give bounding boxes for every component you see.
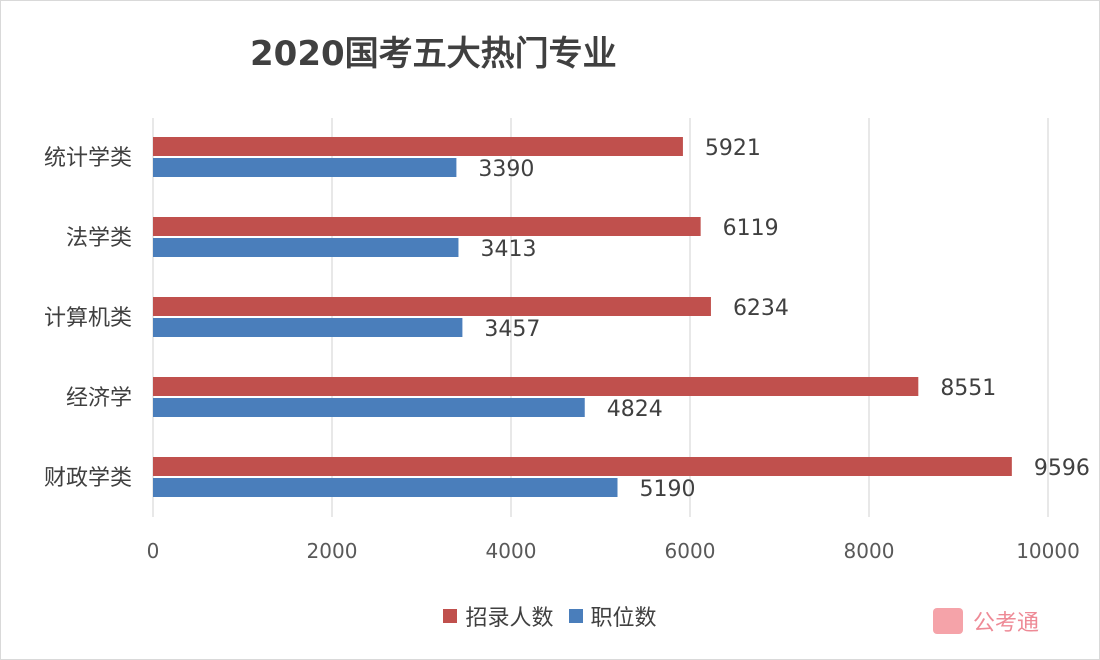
legend-label: 职位数 — [590, 606, 657, 631]
legend: 招录人数 职位数 — [0, 600, 1100, 632]
data-label: 4824 — [607, 397, 663, 422]
data-label: 3413 — [480, 237, 536, 262]
bar-positions — [153, 398, 585, 417]
data-label: 5921 — [705, 136, 761, 161]
bar-recruits — [153, 377, 919, 396]
x-tick-label: 6000 — [665, 539, 716, 563]
legend-swatch — [568, 609, 583, 623]
category-label: 法学类 — [66, 226, 132, 251]
legend-item-positions: 职位数 — [568, 600, 657, 632]
data-label: 6119 — [723, 216, 779, 241]
bar-recruits — [153, 457, 1012, 476]
data-label: 5190 — [640, 477, 696, 502]
bar-recruits — [153, 297, 711, 316]
category-label: 财政学类 — [44, 466, 132, 491]
category-label: 统计学类 — [44, 146, 132, 171]
x-tick-label: 4000 — [486, 539, 537, 563]
data-label: 9596 — [1034, 456, 1090, 481]
bar-recruits — [153, 217, 701, 236]
legend-swatch — [443, 609, 458, 623]
x-tick-label: 10000 — [1016, 539, 1080, 563]
watermark-text: 公考通 — [973, 611, 1040, 636]
category-label: 经济学 — [66, 386, 132, 411]
bar-positions — [153, 318, 463, 337]
legend-label: 招录人数 — [465, 606, 554, 631]
legend-item-recruits: 招录人数 — [443, 600, 554, 632]
x-tick-label: 8000 — [844, 539, 895, 563]
bar-recruits — [153, 137, 683, 156]
data-label: 3390 — [478, 157, 534, 182]
bar-positions — [153, 238, 459, 257]
data-label: 3457 — [484, 317, 540, 342]
x-tick-label: 2000 — [307, 539, 358, 563]
bar-positions — [153, 158, 457, 177]
watermark: 公考通 — [933, 605, 1039, 637]
chart-title: 2020国考五大热门专业 — [250, 34, 617, 74]
data-label: 8551 — [940, 376, 996, 401]
watermark-logo-icon — [933, 608, 963, 634]
bar-positions — [153, 478, 618, 497]
x-tick-label: 0 — [147, 539, 160, 563]
data-label: 6234 — [733, 296, 789, 321]
category-label: 计算机类 — [44, 306, 132, 331]
